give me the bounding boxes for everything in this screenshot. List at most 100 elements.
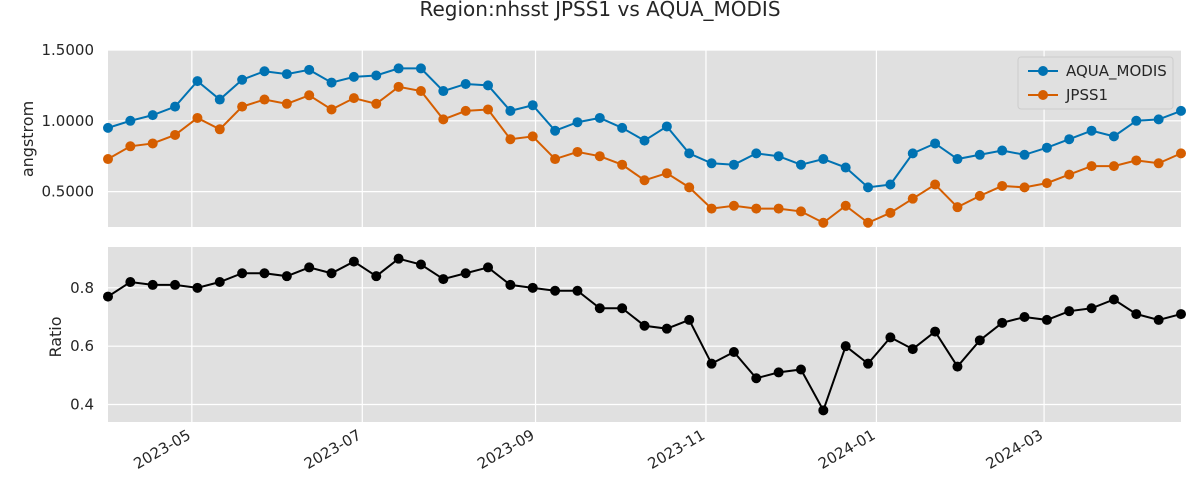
top-series-1-point xyxy=(885,207,896,218)
top-series-0-point xyxy=(1041,142,1052,153)
bottom-series-0-point xyxy=(348,256,359,267)
legend: AQUA_MODIS JPSS1 xyxy=(1017,56,1174,110)
top-series-0-point xyxy=(997,145,1008,156)
top-series-0-point xyxy=(527,100,538,111)
top-series-1-point xyxy=(661,168,672,179)
legend-label-aqua: AQUA_MODIS xyxy=(1066,62,1167,81)
top-series-0-point xyxy=(326,77,337,88)
top-series-0-point xyxy=(773,151,784,162)
x-tick-label: 2024-03 xyxy=(983,426,1046,473)
x-tick-label: 2023-09 xyxy=(474,426,537,473)
bottom-series-0-point xyxy=(617,303,628,314)
top-series-0-point xyxy=(505,105,516,116)
top-series-0-point xyxy=(192,76,203,87)
top-series-1-point xyxy=(818,217,829,228)
top-series-1-point xyxy=(460,105,471,116)
top-y-tick-label: 1.0000 xyxy=(42,112,95,130)
top-series-1-point xyxy=(684,182,695,193)
bottom-series-0-point xyxy=(550,285,561,296)
top-series-0-point xyxy=(661,121,672,132)
bottom-series-0-point xyxy=(1176,309,1186,320)
top-series-0-point xyxy=(907,148,918,159)
top-series-1-point xyxy=(304,90,315,101)
top-series-0-point xyxy=(1176,105,1186,116)
top-series-1-point xyxy=(170,129,181,140)
bottom-y-ticks: 0.4 0.6 0.8 xyxy=(70,279,94,414)
top-series-1-point xyxy=(863,217,874,228)
top-series-1-point xyxy=(550,154,561,165)
bottom-series-0-point xyxy=(438,274,449,285)
top-series-1-point xyxy=(617,159,628,170)
top-series-0-point xyxy=(818,154,829,165)
bottom-series-0-point xyxy=(840,341,851,352)
bottom-series-0-point xyxy=(773,367,784,378)
top-series-0-point xyxy=(259,66,270,77)
top-series-1-point xyxy=(1131,155,1142,166)
top-series-0-point xyxy=(371,70,382,81)
top-series-1-point xyxy=(751,203,762,214)
top-series-0-point xyxy=(1108,131,1119,142)
bottom-series-0-point xyxy=(594,303,605,314)
top-series-0-point xyxy=(952,154,963,165)
bottom-series-0-point xyxy=(415,259,426,270)
bottom-series-0-point xyxy=(1153,314,1164,325)
bottom-series-0-point xyxy=(192,282,203,293)
top-series-1-point xyxy=(326,104,337,115)
bottom-series-0-point xyxy=(684,314,695,325)
bottom-series-0-point xyxy=(885,332,896,343)
top-series-1-point xyxy=(393,81,404,92)
top-series-1-point xyxy=(214,124,225,135)
bottom-series-0-point xyxy=(1108,294,1119,305)
top-series-0-point xyxy=(863,182,874,193)
top-series-0-point xyxy=(1131,115,1142,126)
top-series-0-point xyxy=(930,138,941,149)
top-series-1-point xyxy=(795,206,806,217)
bottom-series-0-point xyxy=(907,344,918,355)
x-tick-label: 2023-11 xyxy=(645,426,708,473)
top-y-tick-label: 0.5000 xyxy=(42,183,95,201)
bottom-series-0-point xyxy=(103,291,113,302)
bottom-series-0-point xyxy=(527,282,538,293)
top-series-1-point xyxy=(1086,161,1097,172)
top-series-0-point xyxy=(393,63,404,74)
top-series-1-point xyxy=(438,114,449,125)
top-series-1-point xyxy=(1041,178,1052,189)
bottom-series-group xyxy=(103,253,1186,416)
top-series-1-point xyxy=(907,193,918,204)
top-series-0-point xyxy=(1019,149,1030,160)
top-series-1-point xyxy=(773,203,784,214)
bottom-series-0-point xyxy=(661,323,672,334)
top-series-0-point xyxy=(1064,134,1075,145)
bottom-series-0-point xyxy=(505,279,516,290)
top-series-group xyxy=(103,63,1186,228)
top-series-0-point xyxy=(974,149,985,160)
top-series-1-point xyxy=(281,98,292,109)
bottom-series-0-point xyxy=(483,262,494,273)
top-series-1-point xyxy=(237,101,248,112)
top-series-1-point xyxy=(1064,169,1075,180)
bottom-series-0-point xyxy=(974,335,985,346)
top-series-1-point xyxy=(259,94,270,105)
bottom-series-0-point xyxy=(728,347,739,357)
bottom-series-0-point xyxy=(125,277,136,287)
top-series-0-point xyxy=(1086,125,1097,136)
top-series-0-point xyxy=(281,69,292,80)
bottom-series-0-point xyxy=(259,268,270,279)
top-series-0-point xyxy=(840,162,851,173)
bottom-series-0-point xyxy=(818,405,829,416)
top-series-0-point xyxy=(751,148,762,159)
top-series-0-point xyxy=(594,112,605,123)
top-series-1-point xyxy=(1153,158,1164,169)
top-series-0-point xyxy=(438,86,449,97)
top-series-0-point xyxy=(795,159,806,170)
top-series-0-point xyxy=(728,159,739,170)
bottom-series-0-point xyxy=(237,268,248,279)
top-series-0-point xyxy=(147,110,158,121)
top-series-1-point xyxy=(125,141,136,152)
bottom-series-0-point xyxy=(393,253,404,264)
top-series-1-point xyxy=(840,200,851,211)
bottom-series-0-point xyxy=(1131,309,1142,320)
bottom-series-0-point xyxy=(639,320,650,331)
top-series-1-point xyxy=(594,151,605,162)
legend-label-jpss: JPSS1 xyxy=(1065,86,1108,104)
